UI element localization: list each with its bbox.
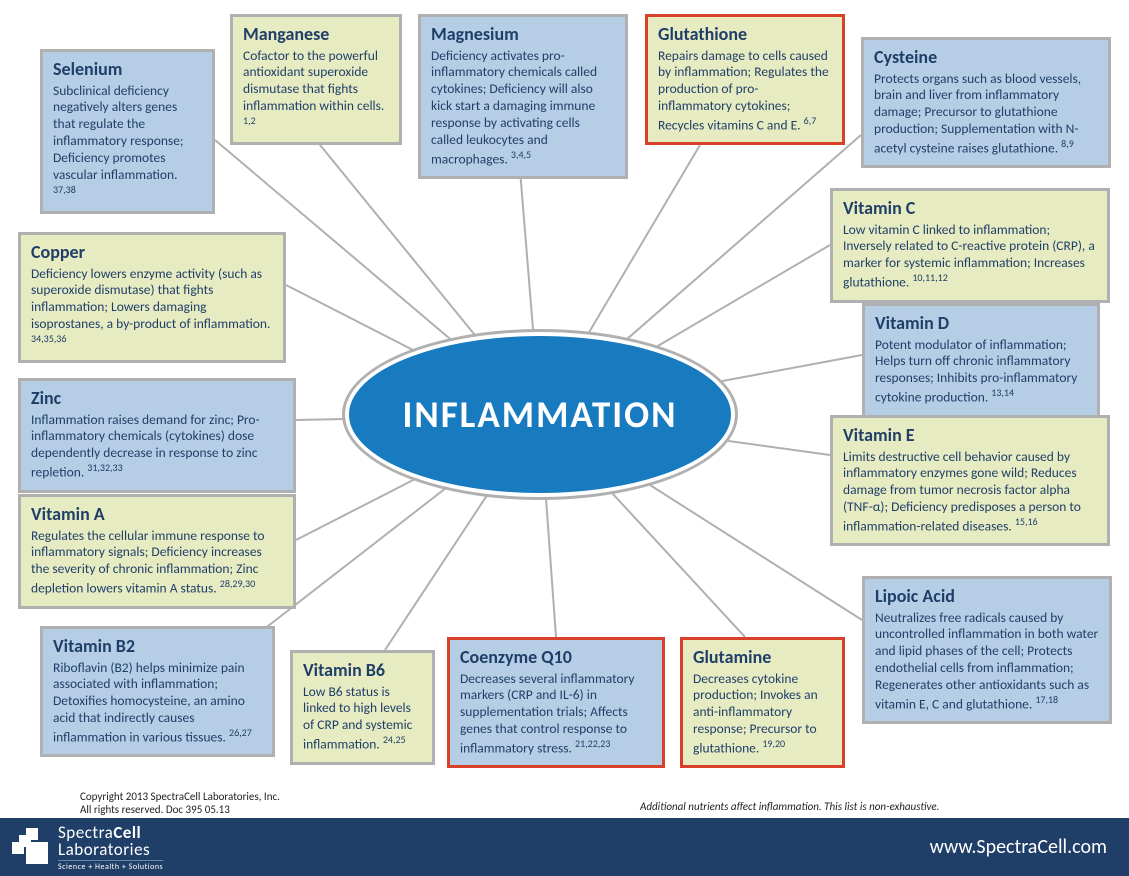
footer-url: www.SpectraCell.com <box>930 835 1107 859</box>
footnote: Additional nutrients affect inflammation… <box>640 800 939 813</box>
node-title: Glutamine <box>693 646 832 669</box>
node-title: Vitamin A <box>31 503 283 526</box>
node-body: Limits destructive cell behavior caused … <box>843 449 1097 536</box>
node-body: Potent modulator of inflammation; Helps … <box>875 337 1087 407</box>
footer-bar: SpectraCell Laboratories Science + Healt… <box>0 818 1129 876</box>
node-body: Protects organs such as blood vessels, b… <box>874 71 1098 158</box>
node-body: Regulates the cellular immune response t… <box>31 528 283 598</box>
node-title: Manganese <box>243 23 389 46</box>
node-title: Glutathione <box>658 23 832 46</box>
node-body: Subclinical deficiency negatively alters… <box>53 83 202 204</box>
center-title: INFLAMMATION <box>402 392 677 437</box>
node-body: Riboflavin (B2) helps minimize pain asso… <box>53 660 262 747</box>
node-vitd: Vitamin DPotent modulator of inflammatio… <box>862 303 1100 418</box>
logo-mark-icon <box>12 828 50 866</box>
node-copper: CopperDeficiency lowers enzyme activity … <box>18 232 286 363</box>
node-title: Selenium <box>53 58 202 81</box>
node-glutamine: GlutamineDecreases cytokine production; … <box>680 637 845 768</box>
node-vite: Vitamin ELimits destructive cell behavio… <box>830 415 1110 546</box>
node-title: Vitamin C <box>843 197 1097 220</box>
node-cysteine: CysteineProtects organs such as blood ve… <box>861 37 1111 168</box>
node-body: Repairs damage to cells caused by inflam… <box>658 48 832 135</box>
node-title: Cysteine <box>874 46 1098 69</box>
node-body: Deficiency lowers enzyme activity (such … <box>31 266 273 353</box>
node-body: Decreases cytokine production; Invokes a… <box>693 671 832 758</box>
brand-logo: SpectraCell Laboratories Science + Healt… <box>12 822 163 872</box>
node-body: Cofactor to the powerful antioxidant sup… <box>243 48 389 135</box>
node-vitb2: Vitamin B2Riboflavin (B2) helps minimize… <box>40 626 275 757</box>
node-body: Decreases several inflammatory markers (… <box>460 671 652 758</box>
node-body: Deficiency activates pro-inflammatory ch… <box>431 48 615 169</box>
node-title: Vitamin B2 <box>53 635 262 658</box>
node-title: Lipoic Acid <box>875 585 1099 608</box>
node-vitb6: Vitamin B6Low B6 status is linked to hig… <box>290 650 435 765</box>
node-zinc: ZincInflammation raises demand for zinc;… <box>18 378 296 493</box>
node-title: Vitamin E <box>843 424 1097 447</box>
node-body: Inflammation raises demand for zinc; Pro… <box>31 412 283 482</box>
copyright: Copyright 2013 SpectraCell Laboratories,… <box>80 790 280 816</box>
node-vitc: Vitamin CLow vitamin C linked to inflamm… <box>830 188 1110 303</box>
node-body: Low vitamin C linked to inflammation; In… <box>843 222 1097 292</box>
node-title: Coenzyme Q10 <box>460 646 652 669</box>
brand-tagline: Science + Health + Solutions <box>58 860 163 872</box>
center-node: INFLAMMATION <box>345 332 735 497</box>
node-title: Copper <box>31 241 273 264</box>
node-magnesium: MagnesiumDeficiency activates pro-inflam… <box>418 14 628 179</box>
node-title: Zinc <box>31 387 283 410</box>
node-title: Vitamin B6 <box>303 659 422 682</box>
node-manganese: ManganeseCofactor to the powerful antiox… <box>230 14 402 145</box>
node-body: Neutralizes free radicals caused by unco… <box>875 610 1099 714</box>
node-body: Low B6 status is linked to high levels o… <box>303 684 422 754</box>
node-lipoic: Lipoic AcidNeutralizes free radicals cau… <box>862 576 1112 724</box>
node-title: Vitamin D <box>875 312 1087 335</box>
brand-text: SpectraCell Laboratories Science + Healt… <box>58 822 163 872</box>
diagram-canvas: INFLAMMATION SeleniumSubclinical deficie… <box>0 0 1129 876</box>
node-coq10: Coenzyme Q10Decreases several inflammato… <box>447 637 665 768</box>
brand-line2: Laboratories <box>58 839 150 860</box>
node-glutathione: GlutathioneRepairs damage to cells cause… <box>645 14 845 145</box>
node-vita: Vitamin ARegulates the cellular immune r… <box>18 494 296 609</box>
node-title: Magnesium <box>431 23 615 46</box>
node-selenium: SeleniumSubclinical deficiency negativel… <box>40 49 215 214</box>
